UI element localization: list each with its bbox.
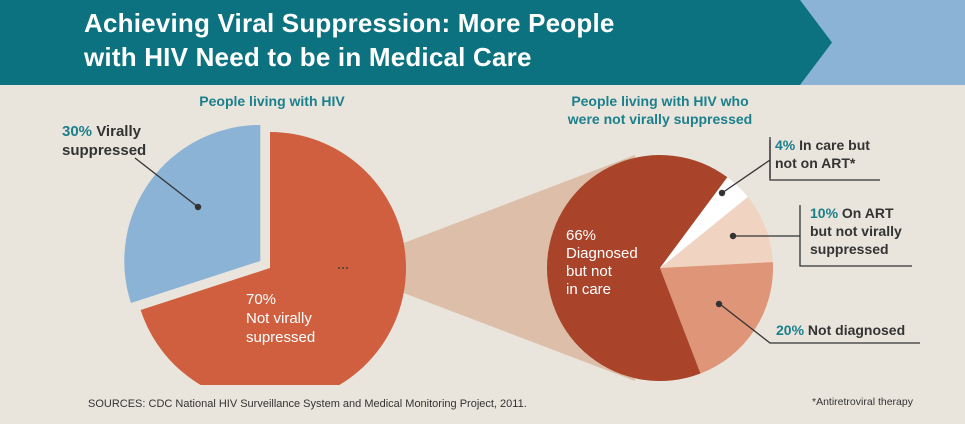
connector-band (338, 155, 635, 381)
box-on-art (799, 205, 912, 267)
pie-charts: People living with HIV 70% Not virally supr… (62, 93, 920, 385)
slice-on-art-not-suppressed (660, 196, 773, 268)
sources-note: SOURCES: CDC National HIV Surveillance S… (88, 398, 527, 410)
label-not-diagnosed: 20% Not diagnosed (776, 322, 905, 338)
pie1-title: People living with HIV (199, 93, 345, 109)
label-on-art-not-suppressed: 10% On ART but not virally suppressed (810, 205, 902, 257)
leader-suppressed (134, 157, 199, 208)
slice-not-suppressed (140, 132, 406, 385)
dot-not-diagnosed (715, 300, 723, 308)
pie2-title: People living with HIV who were not viral… (567, 93, 752, 127)
dot-on-art (729, 232, 737, 240)
slice-in-care-not-on-art (660, 177, 748, 268)
title-line-2: with HIV Need to be in Medical Care (84, 42, 532, 72)
header-teal-arrow (0, 0, 832, 85)
slice-diagnosed-not-in-care (546, 154, 728, 381)
slice-suppressed (124, 124, 261, 303)
footnote: *Antiretroviral therapy (812, 396, 913, 408)
label-in-care-not-on-art: 4% In care but not on ART* (775, 137, 870, 171)
leader-not-diagnosed (720, 304, 920, 344)
label-not-suppressed: 70% Not virally supressed (246, 291, 315, 346)
header-background (0, 0, 965, 85)
label-diagnosed-not-in-care: 66% Diagnosed but not in care (566, 227, 638, 298)
dot-in-care (718, 189, 726, 197)
dot-suppressed (194, 203, 202, 211)
slice-not-diagnosed (660, 262, 774, 374)
label-suppressed: 30% Virally suppressed (62, 123, 146, 159)
header-banner: Achieving Viral Suppression: More People… (0, 0, 965, 85)
title-line-1: Achieving Viral Suppression: More People (84, 8, 615, 38)
leader-in-care (721, 159, 771, 194)
box-in-care (769, 140, 880, 181)
